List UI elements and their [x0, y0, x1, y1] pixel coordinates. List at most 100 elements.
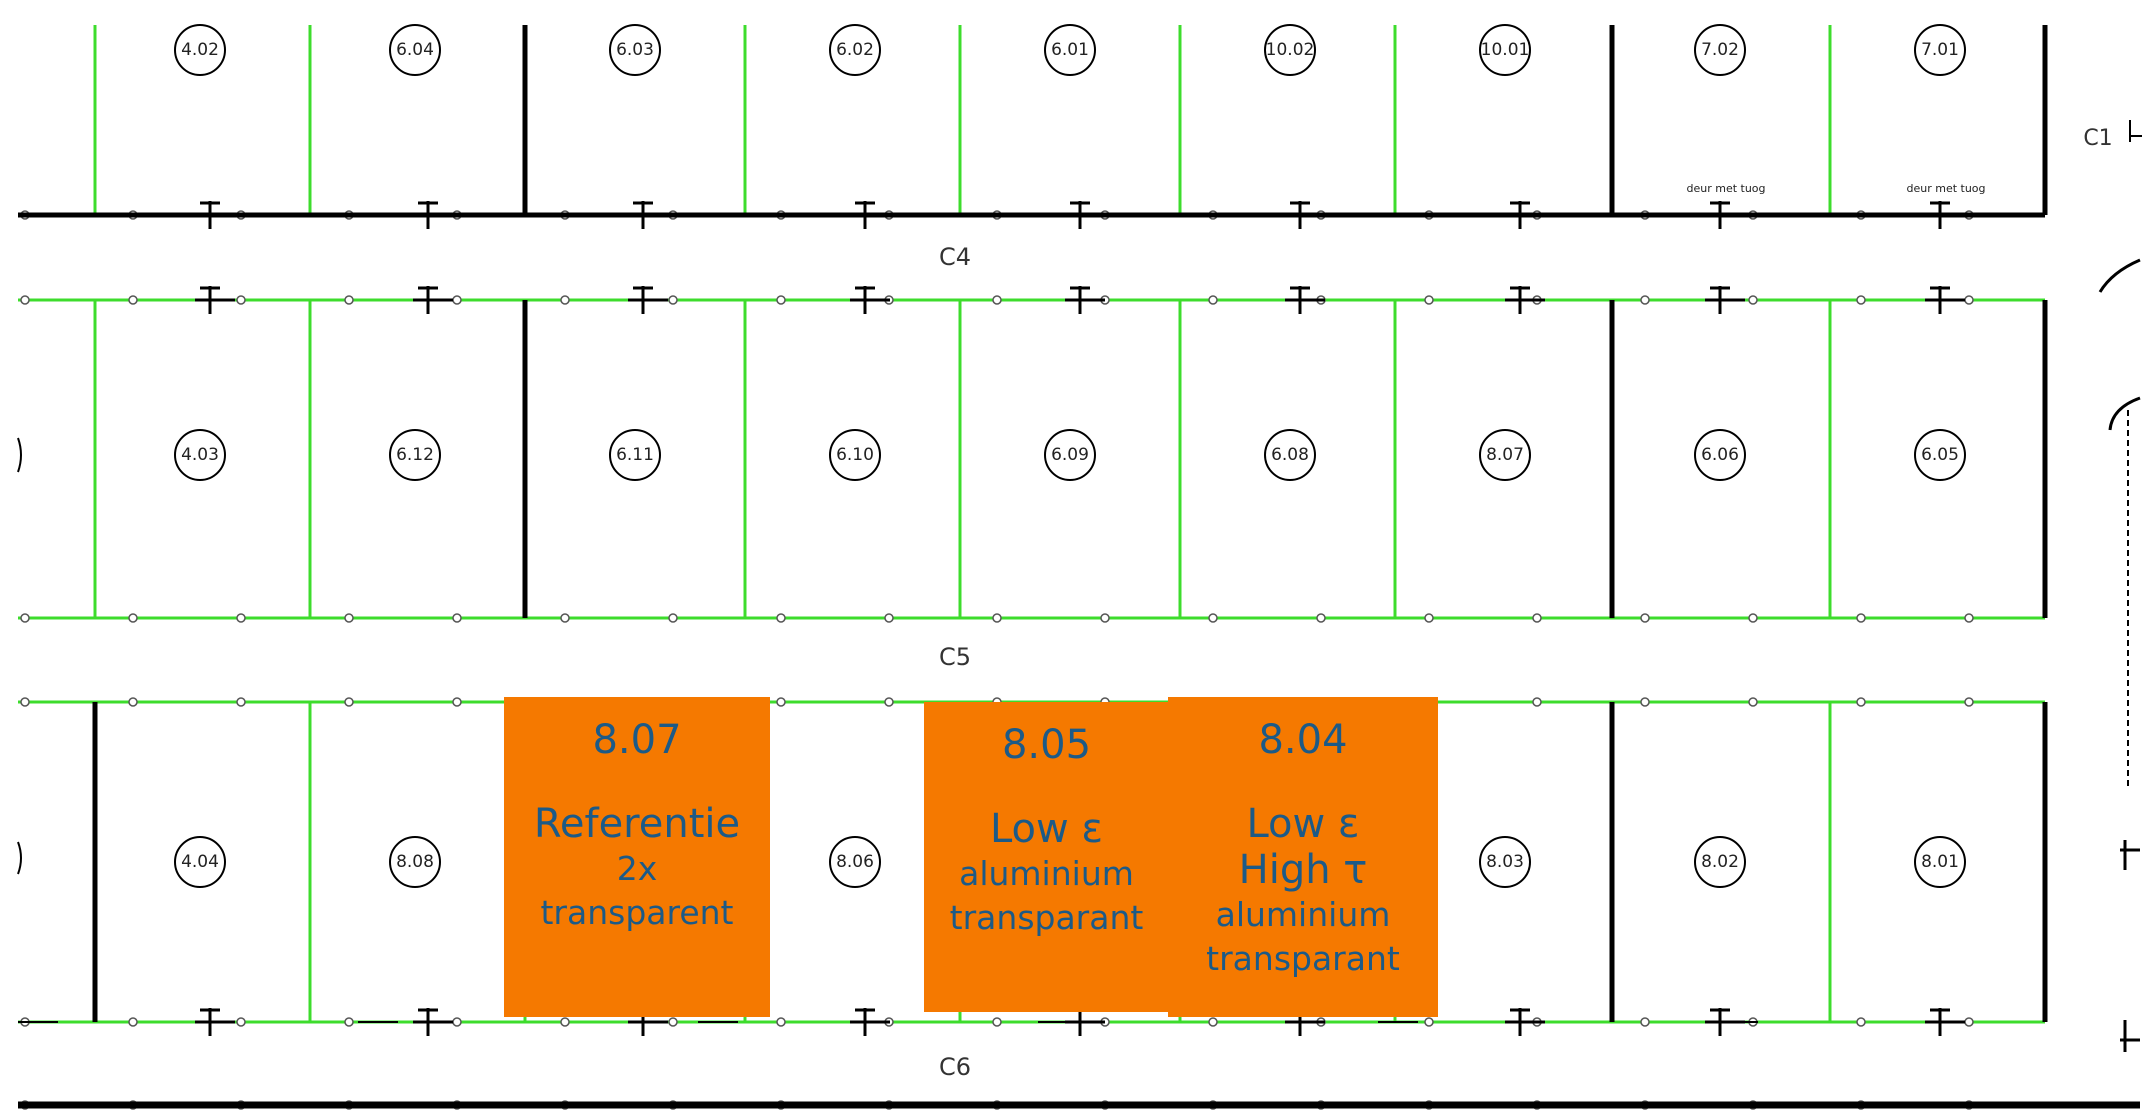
door-symbol: [1925, 286, 1965, 314]
room-number: 6.09: [1051, 445, 1089, 465]
grid-dot: [236, 613, 246, 623]
grid-dot: [776, 697, 786, 707]
room-number: 6.10: [836, 445, 874, 465]
grid-dot: [1316, 613, 1326, 623]
room-number: 6.05: [1921, 445, 1959, 465]
room-number: 6.04: [396, 40, 434, 60]
grid-dot: [1640, 295, 1650, 305]
grid-dot: [344, 697, 354, 707]
grid-dot: [776, 613, 786, 623]
door-symbol: [1065, 1008, 1105, 1036]
grid-dot: [668, 295, 678, 305]
edge-mark-hook-3: [2129, 120, 2142, 142]
grid-dot: [884, 697, 894, 707]
door-symbol: [195, 1008, 235, 1036]
door-symbol: [413, 1008, 453, 1036]
room-bubble: [1914, 836, 1966, 888]
door-note-1: deur met tuog: [1686, 182, 1765, 195]
grid-dot: [1532, 613, 1542, 623]
grid-dot: [884, 613, 894, 623]
door-symbol: [1505, 1008, 1545, 1036]
grid-dot: [20, 697, 30, 707]
room-bubble: [829, 429, 881, 481]
edge-mark-arc: [2098, 258, 2141, 293]
grid-dot: [1748, 295, 1758, 305]
grid-dot: [20, 613, 30, 623]
room-bubble: [389, 429, 441, 481]
room-bubble: [609, 429, 661, 481]
room-number: 6.03: [616, 40, 654, 60]
annotation-line: aluminium: [1215, 895, 1391, 934]
room-bubble: [829, 24, 881, 76]
grid-dot: [1748, 697, 1758, 707]
room-bubble: [1914, 429, 1966, 481]
grid-dot: [560, 295, 570, 305]
door-symbol: [1505, 201, 1545, 229]
grid-dot: [452, 295, 462, 305]
annotation-number: 8.04: [1258, 717, 1348, 763]
grid-dot: [344, 613, 354, 623]
grid-dot: [452, 613, 462, 623]
grid-dot: [1100, 613, 1110, 623]
room-bubble: [389, 24, 441, 76]
grid-dot: [344, 1017, 354, 1027]
grid-dot: [560, 613, 570, 623]
grid-dot: [1640, 613, 1650, 623]
door-symbol: [195, 286, 235, 314]
annotation-line: High τ: [1238, 847, 1368, 893]
annotation-line: transparant: [1206, 939, 1400, 978]
grid-dot: [776, 295, 786, 305]
grid-dot: [776, 1017, 786, 1027]
door-symbol: [628, 201, 668, 229]
annotation-line: Low ε: [989, 806, 1104, 852]
edge-mark-hook-2: [2120, 1020, 2140, 1052]
door-symbol: [1925, 1008, 1965, 1036]
grid-dot: [236, 1017, 246, 1027]
grid-dot: [20, 295, 30, 305]
room-bubble: [609, 24, 661, 76]
room-number: 6.11: [616, 445, 654, 465]
grid-dot: [1208, 295, 1218, 305]
door-symbol: [413, 201, 453, 229]
grid-dot: [128, 1017, 138, 1027]
room-bubble: [1044, 24, 1096, 76]
door-symbol: [1065, 286, 1105, 314]
annotation-line: Low ε: [1246, 801, 1360, 847]
door-symbol: [850, 286, 890, 314]
grid-dot: [1856, 613, 1866, 623]
door-symbol: [1285, 201, 1325, 229]
room-bubble: [174, 836, 226, 888]
door-symbol: [628, 286, 668, 314]
edge-mark-arc-2: [2108, 396, 2141, 431]
room-bubble: [1264, 429, 1316, 481]
room-number: 8.01: [1921, 852, 1959, 872]
corridor-label-c4: C4: [939, 243, 971, 271]
door-symbol: [850, 1008, 890, 1036]
annotation-box-8-04: 8.04 Low ε High τ aluminium transparant: [1168, 697, 1438, 1017]
door-symbol: [1705, 201, 1745, 229]
grid-dot: [128, 295, 138, 305]
grid-dot: [452, 697, 462, 707]
grid-dot: [668, 1017, 678, 1027]
annotation-line: 2x: [616, 849, 658, 888]
door-symbol: [1065, 201, 1105, 229]
corridor-label-c5: C5: [939, 643, 971, 671]
grid-dot: [992, 1017, 1002, 1027]
room-number: 4.02: [181, 40, 219, 60]
room-number: 8.02: [1701, 852, 1739, 872]
room-number: 6.06: [1701, 445, 1739, 465]
door-symbol: [1925, 201, 1965, 229]
annotation-number: 8.07: [592, 717, 682, 763]
grid-dot: [560, 1017, 570, 1027]
grid-dot: [236, 697, 246, 707]
grid-dot: [1208, 1017, 1218, 1027]
door-symbol: [1285, 286, 1325, 314]
room-number: 6.08: [1271, 445, 1309, 465]
room-number: 8.08: [396, 852, 434, 872]
annotation-line: aluminium: [959, 854, 1134, 893]
grid-dot: [992, 295, 1002, 305]
room-number: 4.04: [181, 852, 219, 872]
edge-mark-hook: [2120, 840, 2140, 870]
room-bubble: [1914, 24, 1966, 76]
annotation-box-8-05: 8.05 Low ε aluminium transparant: [924, 702, 1169, 1012]
